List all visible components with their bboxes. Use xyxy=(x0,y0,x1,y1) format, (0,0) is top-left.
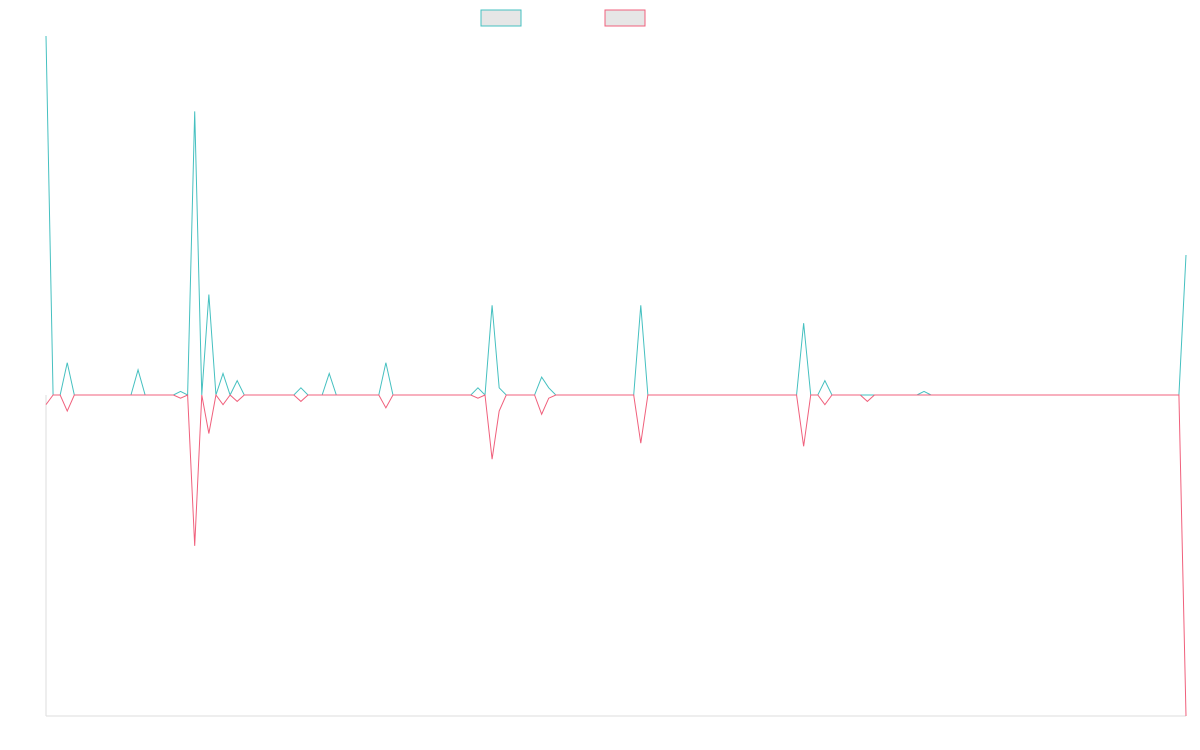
plot-area xyxy=(45,35,1187,717)
series-layer xyxy=(45,35,1187,717)
legend-swatch-series-1[interactable] xyxy=(480,9,522,27)
series-2-line[interactable] xyxy=(45,393,1187,717)
legend-swatch-series-2[interactable] xyxy=(604,9,646,27)
series-1-line[interactable] xyxy=(45,35,1187,397)
legend xyxy=(480,9,646,27)
